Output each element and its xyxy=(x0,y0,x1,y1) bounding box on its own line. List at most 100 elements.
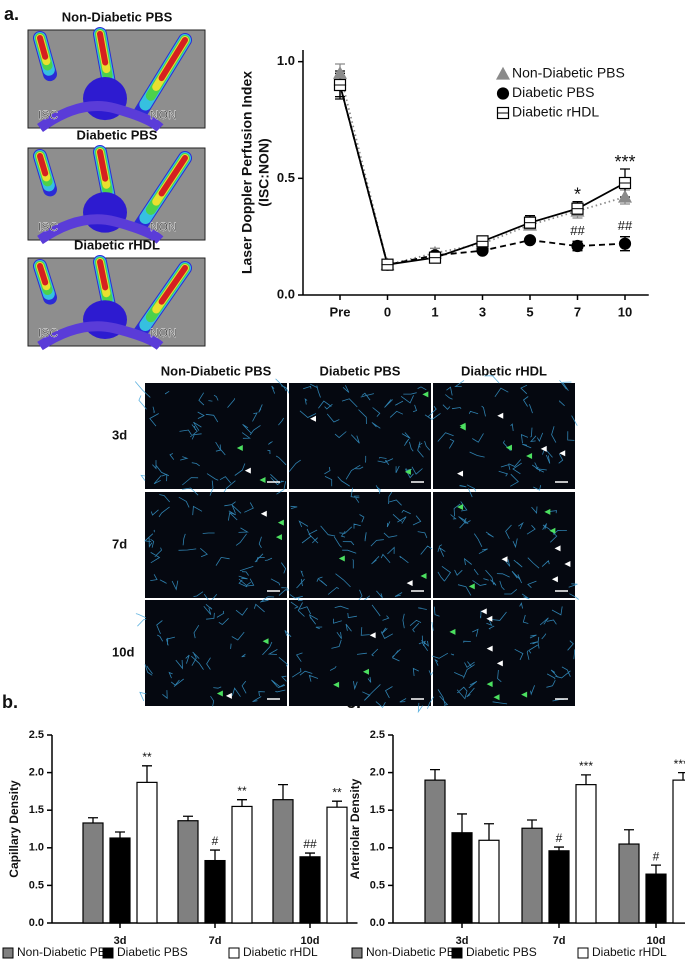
arrowhead xyxy=(275,534,282,541)
error-bar xyxy=(183,815,193,821)
arrowhead xyxy=(362,668,369,675)
legend-label: Diabetic PBS xyxy=(117,945,188,959)
bar xyxy=(451,832,473,924)
arrowhead xyxy=(404,468,411,475)
marker xyxy=(523,234,537,247)
bar xyxy=(272,799,294,924)
x-tick-label: 7d xyxy=(209,935,222,947)
bar xyxy=(299,856,321,924)
micrograph xyxy=(433,492,575,598)
vessels xyxy=(288,383,431,496)
perfusion xyxy=(37,321,164,351)
arrowhead xyxy=(236,444,243,451)
perfusion xyxy=(97,149,109,182)
error-bar xyxy=(651,864,661,875)
arrowhead xyxy=(521,691,528,698)
legend-label: Diabetic PBS xyxy=(512,84,594,100)
perfusion xyxy=(37,263,49,286)
annotation: ## xyxy=(303,837,317,851)
micrograph xyxy=(289,600,431,706)
bar xyxy=(424,779,446,924)
y-axis-label: Capillary Density xyxy=(7,780,21,878)
x-tick-label: 7 xyxy=(574,304,581,319)
x-tick-label: 10d xyxy=(301,935,320,947)
y-tick-label: 0.0 xyxy=(277,286,295,301)
error-bar xyxy=(278,783,288,800)
marker xyxy=(618,237,632,250)
bar xyxy=(575,784,597,924)
annotation: *** xyxy=(614,152,635,172)
bar xyxy=(672,779,685,924)
y-tick-label: 0.5 xyxy=(29,879,44,891)
arrowhead xyxy=(526,453,533,460)
y-tick-label: 1.5 xyxy=(370,804,385,816)
perfusion xyxy=(158,155,188,197)
annotation: * xyxy=(574,184,581,204)
error-bar xyxy=(581,774,591,785)
bar xyxy=(326,806,348,924)
x-tick-label: 7d xyxy=(553,935,566,947)
legend-label: Non-Diabetic PBS xyxy=(512,65,625,81)
arrowhead xyxy=(369,632,376,639)
arrowhead xyxy=(505,444,512,451)
annotation: ** xyxy=(237,784,247,798)
arrowhead xyxy=(260,510,267,517)
micrograph xyxy=(145,600,287,706)
error-bar xyxy=(210,849,220,861)
error-bar xyxy=(678,771,685,781)
vessels xyxy=(424,375,578,492)
y-tick-label: 1.0 xyxy=(277,53,295,68)
bar xyxy=(521,827,543,924)
bar xyxy=(231,805,253,924)
legend-label: Diabetic rHDL xyxy=(243,945,318,959)
arrowhead xyxy=(333,681,340,688)
micrograph xyxy=(433,600,575,706)
marker xyxy=(571,239,584,253)
row-header: 7d xyxy=(112,536,127,551)
legend-swatch xyxy=(577,947,589,959)
y-tick-label: 1.5 xyxy=(29,804,44,816)
x-tick-label: 1 xyxy=(431,304,438,319)
x-tick-label: 10d xyxy=(647,935,666,947)
arrowhead xyxy=(540,445,547,452)
error-bar xyxy=(430,768,440,781)
panel-label: a. xyxy=(4,4,19,24)
bar xyxy=(177,820,199,924)
vessels xyxy=(437,488,579,600)
bar xyxy=(204,859,226,924)
arrowhead xyxy=(551,576,558,583)
perfusion xyxy=(37,101,164,133)
y-tick-label: 2.5 xyxy=(370,729,385,741)
arrowhead xyxy=(549,527,556,534)
arrowhead xyxy=(501,556,508,563)
image-title: Diabetic rHDL xyxy=(74,237,160,252)
y-axis-label: Arteriolar Density xyxy=(348,778,362,879)
arrowhead xyxy=(457,470,464,477)
legend-swatch xyxy=(351,947,363,959)
y-tick-label: 0.0 xyxy=(29,917,44,929)
vessels xyxy=(284,596,437,714)
y-tick-label: 1.0 xyxy=(29,842,44,854)
y-tick-label: 2.5 xyxy=(29,729,44,741)
bar xyxy=(82,822,104,924)
arrowhead xyxy=(420,573,427,580)
image-label: NON xyxy=(150,108,177,122)
arrowhead xyxy=(486,615,493,622)
arrowhead xyxy=(497,412,504,419)
bar xyxy=(618,843,640,924)
marker xyxy=(332,66,348,79)
column-header: Diabetic PBS xyxy=(320,363,401,378)
column-header: Diabetic rHDL xyxy=(461,363,547,378)
perfusion xyxy=(37,35,49,60)
y-tick-label: 0.5 xyxy=(277,170,295,185)
micrograph xyxy=(433,383,575,489)
x-tick-label: 3d xyxy=(114,935,127,947)
x-tick-label: Pre xyxy=(330,304,351,319)
error-bar xyxy=(527,819,537,829)
perfusion xyxy=(97,31,109,66)
vessels xyxy=(135,596,288,707)
vessels xyxy=(427,602,576,709)
x-tick-label: 10 xyxy=(618,304,632,319)
vessels xyxy=(134,378,291,497)
legend-swatch xyxy=(2,947,14,959)
